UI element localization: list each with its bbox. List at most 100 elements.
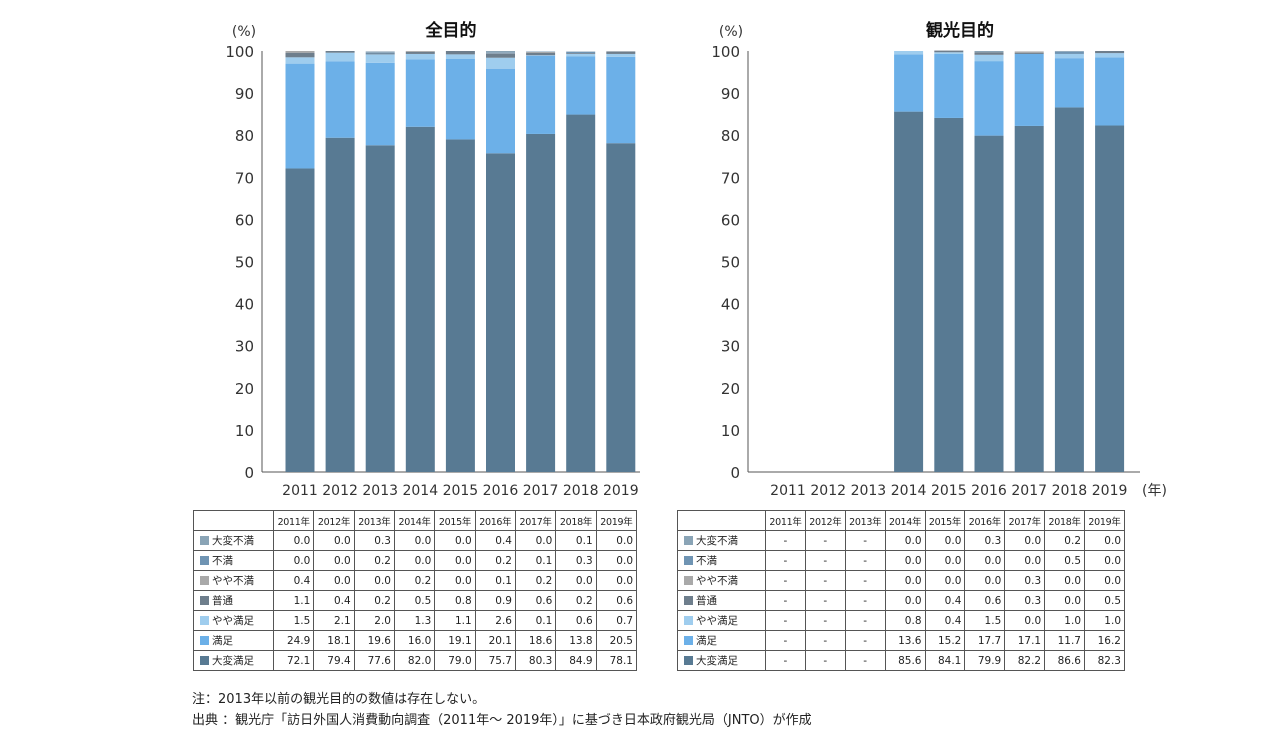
chart-title: 全目的 — [425, 20, 477, 41]
x-tick-label: 2012 — [810, 483, 846, 499]
data-label: 2.1 — [313, 610, 355, 631]
bar-segment — [974, 52, 1004, 55]
data-label: 18.1 — [313, 630, 355, 651]
y-tick-label: 10 — [235, 422, 254, 440]
column-header: 2016年 — [964, 510, 1006, 531]
y-tick-label: 20 — [721, 380, 740, 398]
data-label: 78.1 — [595, 650, 638, 671]
missing-cell: - — [804, 530, 846, 551]
data-label: 0.2 — [353, 590, 395, 611]
column-header: 2011年 — [765, 510, 806, 531]
data-label: 0.1 — [514, 550, 557, 571]
column-header: 2015年 — [924, 510, 966, 531]
legend-label: 満足 — [696, 635, 717, 647]
bar-segment — [974, 51, 1004, 53]
data-label: 18.6 — [514, 630, 557, 651]
data-label: 0.0 — [924, 570, 966, 591]
data-label: 0.0 — [884, 570, 926, 591]
row-label: 大変不満 — [193, 530, 274, 551]
data-table-all-purposes: 2011年 2012年 2013年 2014年 2015年 2016年 2017年 2018年… — [193, 510, 638, 671]
table-row: 大変不満 0.0 0.0 0.3 0.0 0.0 0.4 0.0 0.1 0.0 — [193, 530, 638, 551]
x-tick-label: 2015 — [443, 483, 479, 499]
data-label: 0.5 — [1084, 590, 1125, 611]
data-label: 0.0 — [1084, 570, 1125, 591]
legend-label: やや満足 — [696, 615, 738, 627]
data-label: 79.0 — [434, 650, 476, 671]
bar-segment — [1014, 52, 1044, 54]
bar-segment — [486, 153, 515, 473]
data-label: 82.3 — [1084, 650, 1125, 671]
table-row: やや満足 1.5 2.1 2.0 1.3 1.1 2.6 0.1 0.6 0.7 — [193, 610, 638, 631]
bar-segment — [1095, 51, 1125, 54]
missing-cell: - — [844, 530, 886, 551]
missing-cell: - — [765, 530, 806, 551]
data-label: 0.0 — [393, 530, 436, 551]
legend-swatch — [684, 576, 693, 585]
bar-segment — [934, 50, 964, 53]
row-label: やや不満 — [677, 570, 766, 591]
data-label: 0.0 — [1084, 550, 1125, 571]
table-header-row: 2011年 2012年 2013年 2014年 2015年 2016年 2017年 2018年… — [193, 510, 638, 531]
y-tick-label: 50 — [721, 254, 740, 272]
y-tick-label: 90 — [235, 85, 254, 103]
bar-segment — [285, 168, 315, 473]
data-label: 0.9 — [474, 590, 516, 611]
data-label: 0.5 — [393, 590, 436, 611]
chart-title: 観光目的 — [926, 20, 994, 41]
bar-segment — [934, 53, 964, 118]
data-label: 13.8 — [555, 630, 597, 651]
y-tick-label: 100 — [225, 43, 254, 61]
legend-swatch — [684, 636, 693, 645]
x-tick-label: 2017 — [523, 483, 559, 499]
bar-segment — [894, 51, 924, 55]
x-tick-label: 2016 — [971, 483, 1007, 499]
legend-swatch — [200, 636, 209, 645]
data-label: 0.2 — [555, 590, 597, 611]
data-label: 0.3 — [555, 550, 597, 571]
legend-swatch — [684, 656, 693, 665]
data-label: 0.2 — [474, 550, 516, 571]
missing-cell: - — [765, 550, 806, 571]
data-label: 0.6 — [514, 590, 557, 611]
data-label: 0.0 — [434, 570, 476, 591]
bar-segment — [526, 52, 556, 56]
y-tick-label: 90 — [721, 85, 740, 103]
missing-cell: - — [804, 570, 846, 591]
legend-swatch — [200, 576, 209, 585]
legend-label: やや不満 — [696, 575, 738, 587]
data-label: 19.6 — [353, 630, 395, 651]
data-label: 0.0 — [514, 530, 557, 551]
y-tick-label: 20 — [235, 380, 254, 398]
data-label: 0.0 — [434, 550, 476, 571]
bar-segment — [1054, 58, 1084, 108]
table-row: やや満足 - - -0.8 0.4 1.5 0.0 1.0 1.0 — [677, 610, 1125, 631]
y-tick-label: 30 — [235, 338, 254, 356]
y-tick-label: 0 — [730, 464, 740, 482]
data-label: 1.3 — [393, 610, 436, 631]
data-label: 1.0 — [1084, 610, 1125, 631]
x-tick-label: 2018 — [563, 483, 599, 499]
bar-segment — [285, 52, 315, 58]
missing-cell: - — [844, 630, 886, 651]
column-header: 2014年 — [393, 510, 436, 531]
data-label: 0.3 — [1004, 570, 1046, 591]
column-header: 2014年 — [884, 510, 926, 531]
row-label: 大変不満 — [677, 530, 766, 551]
bar-segment — [526, 55, 556, 134]
bar-segment — [894, 111, 924, 473]
row-label: 普通 — [193, 590, 274, 611]
bar-segment — [486, 68, 515, 154]
legend-swatch — [200, 616, 209, 625]
bar-segment — [1095, 57, 1125, 126]
data-label: 0.0 — [1004, 610, 1046, 631]
missing-cell: - — [844, 590, 886, 611]
bar-segment — [1054, 53, 1084, 59]
column-header: 2017年 — [1004, 510, 1046, 531]
data-label: 79.4 — [313, 650, 355, 671]
x-tick-label: 2014 — [891, 483, 927, 499]
data-label: 0.4 — [474, 530, 516, 551]
data-label: 2.6 — [474, 610, 516, 631]
data-label: 0.0 — [393, 550, 436, 571]
column-header: 2013年 — [844, 510, 886, 531]
data-label: 0.4 — [924, 610, 966, 631]
